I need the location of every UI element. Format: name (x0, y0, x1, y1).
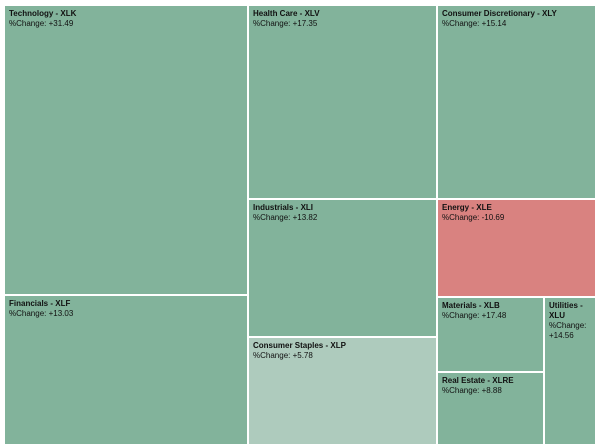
tile-xlp: Consumer Staples - XLP %Change: +5.78 (248, 337, 437, 445)
tile-change: %Change: +15.14 (442, 19, 507, 28)
tile-xlu: Utilities - XLU %Change: +14.56 (544, 297, 596, 445)
tile-xlk: Technology - XLK %Change: +31.49 (4, 5, 248, 295)
tile-xlre: Real Estate - XLRE %Change: +8.88 (437, 372, 544, 445)
tile-label: Utilities - XLU (549, 301, 583, 320)
tile-label: Financials - XLF (9, 299, 71, 308)
tile-change: %Change: +13.03 (9, 309, 74, 318)
tile-xlf: Financials - XLF %Change: +13.03 (4, 295, 248, 445)
tile-label: Consumer Staples - XLP (253, 341, 346, 350)
tile-change: %Change: +14.56 (549, 321, 587, 340)
sector-treemap: Technology - XLK %Change: +31.49 Financial… (4, 5, 596, 445)
tile-change: %Change: +5.78 (253, 351, 313, 360)
tile-change: %Change: +31.49 (9, 19, 74, 28)
tile-change: %Change: +13.82 (253, 213, 318, 222)
tile-label: Materials - XLB (442, 301, 500, 310)
tile-change: %Change: +17.35 (253, 19, 318, 28)
tile-xly: Consumer Discretionary - XLY %Change: +15… (437, 5, 596, 199)
tile-label: Industrials - XLI (253, 203, 314, 212)
tile-xlb: Materials - XLB %Change: +17.48 (437, 297, 544, 372)
tile-label: Energy - XLE (442, 203, 492, 212)
tile-label: Consumer Discretionary - XLY (442, 9, 557, 18)
tile-label: Real Estate - XLRE (442, 376, 514, 385)
tile-xle: Energy - XLE %Change: -10.69 (437, 199, 596, 297)
tile-change: %Change: +8.88 (442, 386, 502, 395)
tile-change: %Change: +17.48 (442, 311, 507, 320)
tile-change: %Change: -10.69 (442, 213, 505, 222)
tile-label: Technology - XLK (9, 9, 77, 18)
tile-xlv: Health Care - XLV %Change: +17.35 (248, 5, 437, 199)
tile-xli: Industrials - XLI %Change: +13.82 (248, 199, 437, 337)
tile-label: Health Care - XLV (253, 9, 320, 18)
